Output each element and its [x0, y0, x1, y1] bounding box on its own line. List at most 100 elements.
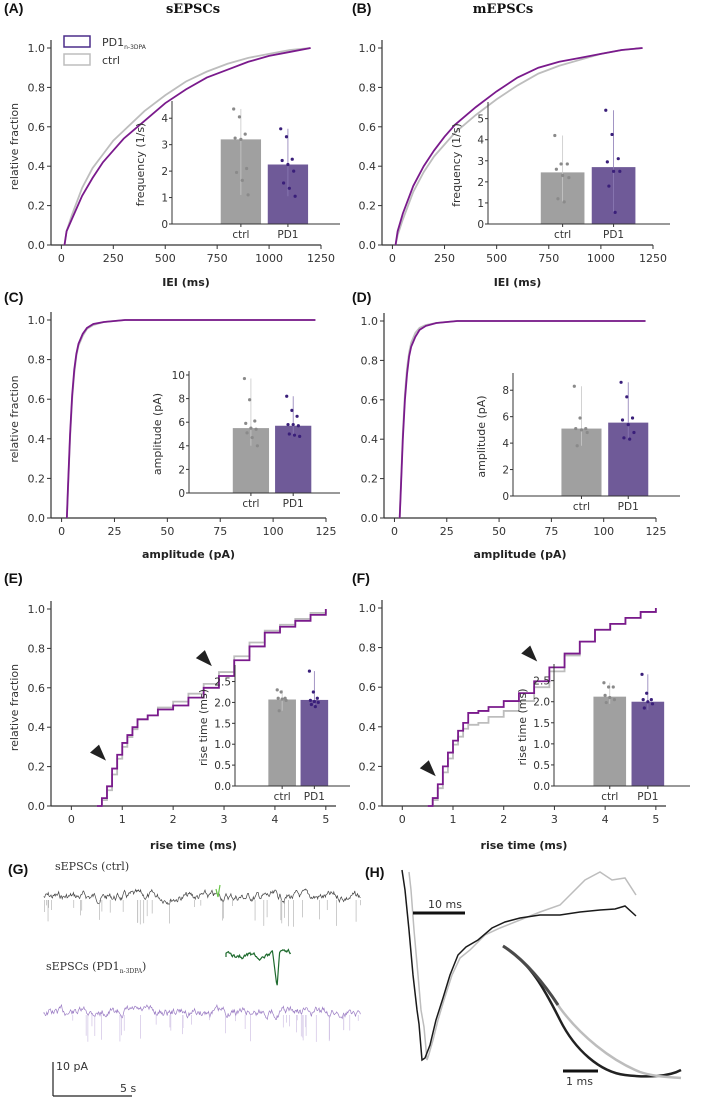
data-point-ctrl [240, 178, 244, 182]
data-point-ctrl [572, 384, 576, 388]
data-point-ctrl [585, 430, 589, 435]
legend-label-pd1: PD1n-3DPA [102, 36, 147, 51]
y-axis-label: relative fraction [8, 103, 21, 190]
inset-y-axis-label: rise time (ms) [516, 689, 529, 766]
inset-x-label-ctrl: ctrl [232, 229, 249, 241]
x-tick-label: 0 [399, 813, 406, 826]
x-tick-label: 1250 [639, 252, 667, 265]
y-tick-label: 0.6 [359, 121, 377, 134]
data-point-ctrl [244, 421, 248, 425]
data-point-pd1 [311, 690, 315, 694]
data-point-pd1 [628, 437, 632, 441]
trace-ctrl [43, 888, 361, 927]
bar-pd1 [631, 701, 665, 786]
x-tick-label: 1000 [587, 252, 615, 265]
x-axis-label: IEI (ms) [162, 276, 210, 289]
chart-a: 0.0 0.2 0.4 0.6 0.8 1.0 0 250 500 750 1000 1250 IEI … [8, 40, 340, 289]
inset-y-tick-label: 4 [502, 438, 509, 450]
inset-y-tick-label: 2.5 [533, 676, 550, 688]
x-tick-label: 1000 [255, 252, 283, 265]
data-point-ctrl [255, 444, 259, 448]
inset-x-label-pd1: PD1 [618, 501, 639, 513]
series-pd1 [65, 319, 316, 519]
data-point-pd1 [622, 436, 626, 440]
chart-c: 0.00.20.40.60.81.00 25 50 75 100 125amplitude… [8, 312, 340, 561]
data-point-ctrl [276, 696, 280, 700]
inset-y-tick-label: 10 [172, 370, 185, 382]
data-point-pd1 [613, 210, 617, 215]
rise-phase-pd1 [502, 944, 682, 1078]
scalebar-y-label: 10 pA [56, 1060, 88, 1073]
data-point-ctrl [245, 431, 249, 435]
inset-bar-chart-c: ctrl PD1 0 2 4 6 8 10 amplitude (pA) [151, 370, 340, 510]
trace-label-ctrl: sEPSCs (ctrl) [55, 860, 129, 873]
y-tick-label: 0.8 [28, 642, 46, 655]
data-point-ctrl [574, 426, 578, 431]
data-point-ctrl [606, 685, 611, 689]
inset-y-tick-label: 3 [477, 156, 484, 168]
inset-x-label-ctrl: ctrl [274, 791, 291, 803]
data-point-pd1 [308, 698, 313, 702]
y-tick-label: 0.0 [28, 512, 46, 525]
x-tick-label: 3 [221, 813, 228, 826]
data-point-ctrl [556, 197, 560, 201]
data-point-ctrl [232, 107, 236, 111]
data-point-pd1 [312, 699, 316, 704]
data-point-pd1 [313, 705, 317, 709]
trace-pd1 [43, 1003, 361, 1042]
inset-x-label-pd1: PD1 [603, 229, 624, 241]
inset-y-tick-label: 2.5 [214, 677, 231, 689]
data-point-ctrl [242, 376, 247, 381]
data-point-pd1 [616, 157, 620, 161]
inset-y-tick-label: 3 [161, 140, 168, 152]
data-point-ctrl [239, 137, 243, 141]
data-point-pd1 [287, 432, 291, 436]
inset-y-tick-label: 1 [161, 193, 168, 205]
scalebar-10ms-label: 10 ms [428, 898, 462, 911]
data-point-pd1 [645, 691, 649, 695]
panel-label-f: (F) [352, 570, 370, 586]
data-point-pd1 [607, 184, 611, 188]
data-point-pd1 [296, 424, 300, 428]
data-point-pd1 [290, 408, 294, 412]
data-point-pd1 [626, 423, 630, 427]
inset-y-axis-label: frequency (1/s) [134, 123, 147, 207]
data-point-pd1 [630, 416, 635, 420]
x-tick-label: 1250 [307, 252, 335, 265]
data-point-ctrl [275, 688, 279, 692]
scalebar-1ms-label: 1 ms [566, 1075, 593, 1088]
data-point-pd1 [315, 696, 319, 700]
inset-y-axis-label: frequency (1/s) [450, 123, 463, 207]
inset-bar-chart-b: ctrl PD1 0 1 2 3 4 5 frequency (1/s) [450, 102, 670, 241]
inset-y-tick-label: 2 [178, 464, 185, 476]
data-point-pd1 [625, 395, 629, 399]
data-point-ctrl [584, 426, 588, 431]
inset-y-tick-label: 0 [161, 219, 168, 231]
x-tick-label: 0 [58, 252, 65, 265]
data-point-pd1 [605, 160, 609, 164]
series-ctrl [63, 47, 311, 246]
y-tick-label: 1.0 [361, 315, 379, 328]
y-tick-label: 0.8 [28, 81, 46, 94]
x-tick-label: 5 [652, 813, 659, 826]
data-point-ctrl [279, 690, 283, 694]
panel-label-c: (C) [4, 289, 23, 305]
inset-y-axis-label: amplitude (pA) [151, 393, 164, 475]
x-tick-label: 100 [263, 525, 284, 538]
data-point-ctrl [559, 162, 563, 166]
y-tick-label: 1.0 [359, 42, 377, 55]
inset-x-label-ctrl: ctrl [573, 501, 590, 513]
inset-bar-chart-a: ctrl PD1 0 1 2 3 4 frequency (1/s) [134, 101, 340, 241]
data-point-ctrl [565, 162, 569, 166]
inset-y-tick-label: 1.0 [533, 739, 550, 751]
x-tick-label: 5 [322, 813, 329, 826]
y-tick-label: 0.4 [361, 433, 379, 446]
y-tick-label: 0.2 [359, 200, 377, 213]
data-point-pd1 [282, 181, 286, 185]
y-tick-label: 1.0 [28, 603, 46, 616]
inset-x-label-pd1: PD1 [283, 498, 304, 510]
series-pd1 [63, 47, 311, 246]
data-point-pd1 [641, 698, 645, 702]
series-pd1 [427, 608, 657, 807]
